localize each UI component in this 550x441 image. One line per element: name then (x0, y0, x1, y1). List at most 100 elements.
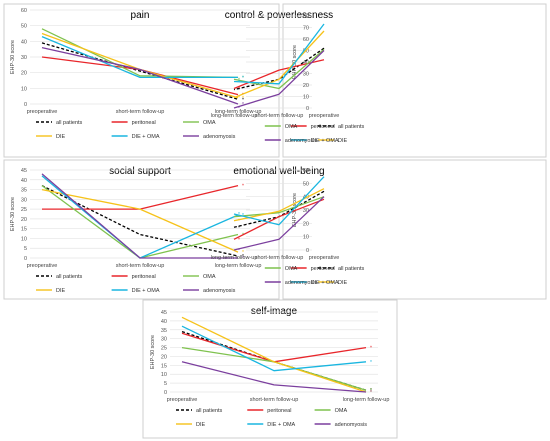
y-tick-label: 50 (303, 181, 309, 187)
y-tick-label: 10 (21, 236, 27, 242)
y-tick-label: 45 (161, 310, 167, 316)
significance-marker: * (370, 388, 372, 394)
y-tick-label: 80 (303, 14, 309, 20)
x-tick-label: short-term follow-up (255, 113, 304, 119)
legend-label: DIE (56, 134, 66, 140)
y-tick-label: 10 (161, 372, 167, 378)
y-tick-label: 20 (303, 221, 309, 227)
x-tick-label: preoperative (309, 113, 340, 119)
chart-title: self-image (251, 306, 298, 317)
y-tick-label: 20 (21, 217, 27, 223)
y-tick-label: 45 (21, 168, 27, 174)
legend-label: peritoneal (132, 274, 156, 280)
significance-marker: * (238, 96, 240, 102)
legend-label: peritoneal (311, 266, 335, 272)
y-tick-label: 70 (303, 26, 309, 32)
series-line-die (233, 30, 325, 99)
chart-panel-1: pain 0 10 20 30 40 50 60 EHP-30 score preoperativ… (3, 3, 280, 158)
y-tick-label: 5 (24, 246, 27, 252)
chart-panel-3: social support 0 5 10 15 20 25 30 35 40 45 EHP-30 s… (3, 159, 280, 300)
legend-label: adenomyosis (335, 422, 368, 428)
y-tick-label: 10 (303, 235, 309, 241)
chart-title: social support (109, 166, 171, 177)
legend-label: DIE + OMA (267, 422, 295, 428)
y-tick-label: 20 (21, 71, 27, 77)
x-tick-label: short-term follow-up (116, 109, 165, 115)
legend-label: all patients (56, 120, 83, 126)
panel-border (282, 3, 547, 158)
y-tick-label: 30 (21, 55, 27, 61)
y-tick-label: 15 (161, 363, 167, 369)
chart-title: control & powerlessness (225, 10, 333, 21)
significance-marker: * (370, 390, 372, 396)
legend-label: adenomyosis (285, 138, 318, 144)
legend-label: adenomyosis (203, 288, 236, 294)
significance-marker: * (238, 237, 240, 243)
legend-label: OMA (203, 120, 216, 126)
significance-marker: * (238, 248, 240, 254)
significance-marker: * (370, 346, 372, 352)
significance-marker: * (238, 88, 240, 94)
y-tick-label: 60 (303, 168, 309, 174)
significance-marker: * (242, 97, 244, 103)
legend-label: DIE (338, 138, 348, 144)
y-tick-label: 10 (21, 86, 27, 92)
y-axis-label: EHP-30 score (150, 335, 156, 369)
legend-label: OMA (203, 274, 216, 280)
legend-label: OMA (335, 408, 348, 414)
y-tick-label: 30 (21, 197, 27, 203)
x-tick-label: short-term follow-up (250, 397, 299, 403)
significance-marker: * (242, 184, 244, 190)
panel-border (3, 3, 280, 158)
y-tick-label: 5 (164, 381, 167, 387)
y-axis-label: EHP-30 score (10, 40, 16, 74)
legend-label: DIE (56, 288, 66, 294)
x-tick-label: preoperative (27, 109, 58, 115)
x-tick-label: preoperative (167, 397, 198, 403)
x-tick-label: long-term follow-up (215, 263, 262, 269)
significance-marker: * (242, 250, 244, 256)
y-tick-label: 0 (306, 106, 309, 112)
x-tick-label: long-term follow-up (211, 255, 258, 261)
significance-marker: * (370, 360, 372, 366)
legend-label: DIE + OMA (311, 280, 339, 286)
series-line-die-oma (41, 35, 238, 79)
x-tick-label: short-term follow-up (255, 255, 304, 261)
significance-marker: * (238, 80, 240, 86)
y-tick-label: 15 (21, 227, 27, 233)
y-tick-label: 0 (164, 390, 167, 396)
legend-label: peritoneal (132, 120, 156, 126)
legend-label: adenomyosis (203, 134, 236, 140)
chart-panel-2: control & powerlessness 0 10 20 30 40 50 60 70 80… (211, 3, 547, 158)
y-tick-label: 20 (161, 354, 167, 360)
legend-label: peritoneal (267, 408, 291, 414)
legend-label: all patients (196, 408, 223, 414)
y-tick-label: 30 (303, 72, 309, 78)
chart-panel-4: emotional well-being0102030405060EHP-30 … (211, 159, 547, 300)
significance-marker: * (238, 219, 240, 225)
significance-marker: * (242, 254, 244, 260)
series-line-adenomyosis (41, 46, 239, 105)
significance-marker: * (242, 233, 244, 239)
y-tick-label: 20 (303, 83, 309, 89)
legend-label: OMA (285, 124, 298, 130)
series-line-peritoneal (233, 198, 325, 240)
legend-label: adenomyosis (285, 280, 318, 286)
legend-label: DIE + OMA (311, 138, 339, 144)
y-tick-label: 10 (303, 95, 309, 101)
y-tick-label: 60 (303, 37, 309, 43)
y-tick-label: 35 (21, 188, 27, 194)
series-line-adenomyosis (233, 196, 325, 251)
y-tick-label: 25 (161, 346, 167, 352)
significance-marker: * (242, 93, 244, 99)
x-tick-label: long-term follow-up (211, 113, 258, 119)
legend-label: all patients (338, 266, 365, 272)
significance-marker: * (242, 256, 244, 262)
legend-label: OMA (285, 266, 298, 272)
chart-panel-5: self-image 0 5 10 15 20 25 30 35 40 45 EHP-30 score… (142, 299, 398, 439)
legend-label: DIE + OMA (132, 288, 160, 294)
y-tick-label: 40 (303, 60, 309, 66)
legend-label: peritoneal (311, 124, 335, 130)
y-tick-label: 30 (303, 208, 309, 214)
x-tick-label: long-term follow-up (343, 397, 390, 403)
